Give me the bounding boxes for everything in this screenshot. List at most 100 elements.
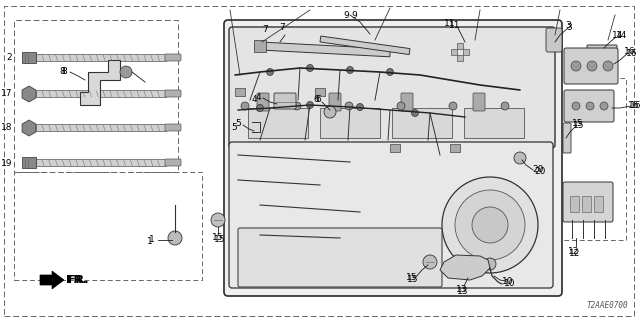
Polygon shape	[440, 255, 490, 280]
Bar	[464, 108, 524, 138]
FancyBboxPatch shape	[165, 159, 181, 166]
Text: 8: 8	[59, 68, 65, 76]
Text: 5: 5	[235, 119, 241, 129]
Bar	[392, 108, 452, 138]
Circle shape	[572, 102, 580, 110]
Text: 15: 15	[573, 122, 585, 131]
Text: 6: 6	[315, 95, 321, 105]
Text: 9: 9	[343, 11, 349, 20]
Text: 15: 15	[407, 275, 419, 284]
FancyBboxPatch shape	[165, 90, 181, 97]
FancyBboxPatch shape	[546, 28, 562, 52]
Circle shape	[397, 102, 405, 110]
FancyBboxPatch shape	[224, 20, 562, 296]
FancyBboxPatch shape	[329, 93, 341, 111]
FancyBboxPatch shape	[257, 93, 269, 111]
Circle shape	[514, 152, 526, 164]
Circle shape	[120, 66, 132, 78]
Circle shape	[307, 101, 314, 108]
FancyBboxPatch shape	[165, 54, 181, 61]
FancyBboxPatch shape	[473, 93, 485, 111]
FancyBboxPatch shape	[563, 182, 613, 222]
Text: 9: 9	[351, 11, 357, 20]
Circle shape	[455, 190, 525, 260]
Circle shape	[472, 207, 508, 243]
FancyBboxPatch shape	[564, 48, 618, 84]
Circle shape	[324, 106, 336, 118]
Circle shape	[600, 102, 608, 110]
FancyBboxPatch shape	[564, 90, 614, 122]
Bar	[390, 144, 400, 152]
Text: 2: 2	[6, 53, 12, 62]
Circle shape	[346, 67, 353, 74]
Text: 16: 16	[628, 100, 640, 109]
Text: 15: 15	[212, 234, 224, 243]
Text: 20: 20	[532, 165, 544, 174]
Bar	[320, 108, 380, 138]
Circle shape	[266, 68, 273, 76]
Bar	[582, 196, 591, 212]
Bar	[463, 49, 469, 55]
Circle shape	[241, 102, 249, 110]
Text: 14: 14	[612, 30, 624, 39]
Text: 3: 3	[565, 20, 571, 29]
Circle shape	[571, 61, 581, 71]
Circle shape	[211, 213, 225, 227]
Circle shape	[168, 231, 182, 245]
Text: 13: 13	[456, 285, 468, 294]
Circle shape	[293, 102, 301, 110]
Text: 19: 19	[1, 158, 12, 167]
Bar	[451, 49, 457, 55]
FancyBboxPatch shape	[274, 93, 296, 109]
Circle shape	[484, 258, 496, 270]
Text: 5: 5	[231, 123, 237, 132]
FancyBboxPatch shape	[229, 27, 555, 148]
Text: 7: 7	[279, 23, 285, 33]
Bar	[450, 144, 460, 152]
Text: 4: 4	[251, 95, 257, 105]
Circle shape	[449, 102, 457, 110]
Text: 7: 7	[262, 26, 268, 35]
Circle shape	[587, 61, 597, 71]
Text: 12: 12	[568, 247, 580, 257]
Text: 15: 15	[572, 119, 584, 129]
Text: FR.: FR.	[66, 275, 86, 285]
Bar	[594, 196, 603, 212]
Text: 6: 6	[313, 94, 319, 103]
Bar	[457, 43, 463, 49]
Bar	[14, 20, 178, 172]
FancyBboxPatch shape	[587, 45, 617, 69]
Polygon shape	[80, 60, 120, 105]
Text: 13: 13	[457, 286, 468, 295]
Text: 12: 12	[570, 249, 580, 258]
Bar	[320, 36, 410, 54]
Bar	[36, 54, 166, 61]
Text: 8: 8	[61, 68, 67, 76]
Bar	[592, 56, 600, 64]
Circle shape	[603, 61, 613, 71]
Circle shape	[387, 68, 394, 76]
Polygon shape	[22, 120, 36, 136]
Circle shape	[257, 105, 264, 111]
FancyBboxPatch shape	[229, 142, 553, 288]
Text: 18: 18	[1, 124, 12, 132]
Text: 14: 14	[616, 31, 628, 41]
Text: 4: 4	[255, 93, 261, 102]
FancyBboxPatch shape	[165, 124, 181, 131]
Bar	[457, 55, 463, 61]
Text: 1: 1	[149, 236, 155, 244]
Bar	[36, 124, 166, 131]
Text: T2AAE0700: T2AAE0700	[586, 301, 628, 310]
Bar	[36, 159, 166, 166]
Text: 16: 16	[624, 47, 636, 57]
FancyBboxPatch shape	[238, 228, 442, 287]
Text: 16: 16	[627, 49, 637, 58]
Text: 11: 11	[449, 20, 461, 29]
Polygon shape	[40, 271, 64, 289]
Circle shape	[442, 177, 538, 273]
Text: FR.: FR.	[68, 275, 88, 285]
Text: 15: 15	[406, 274, 418, 283]
Text: 16: 16	[630, 101, 640, 110]
Bar	[260, 42, 390, 57]
Circle shape	[423, 255, 437, 269]
